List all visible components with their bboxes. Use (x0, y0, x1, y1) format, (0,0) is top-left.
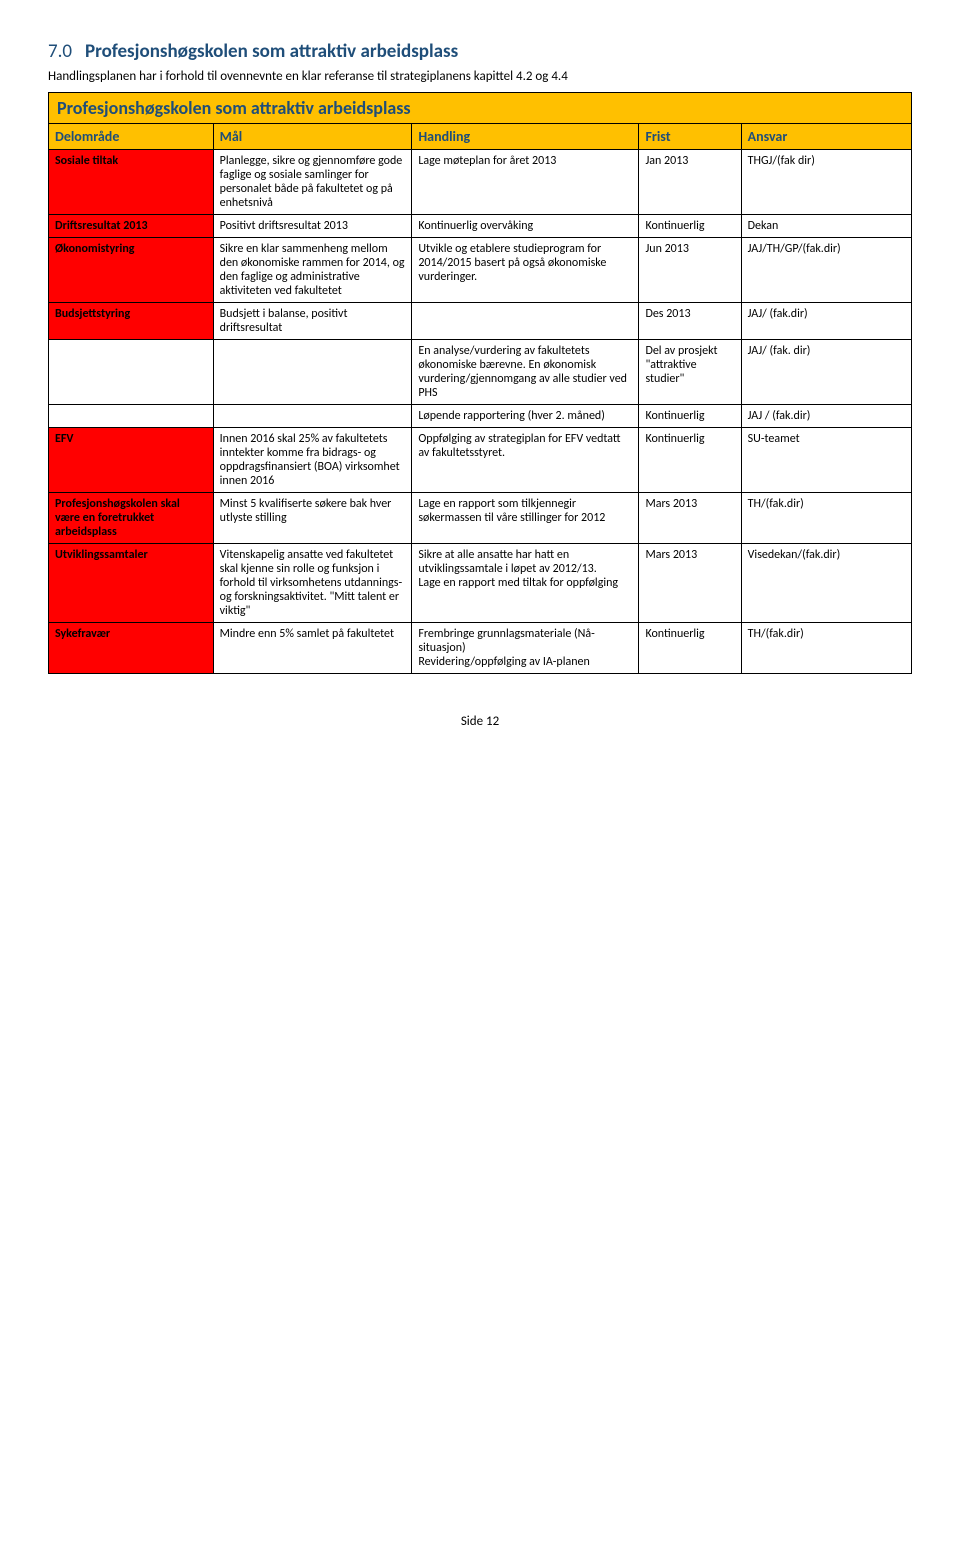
cell-frist: Del av prosjekt "attraktive studier" (639, 340, 741, 405)
table-row: ØkonomistyringSikre en klar sammenheng m… (49, 238, 912, 303)
cell-ansvar: JAJ / (fak.dir) (741, 405, 911, 428)
cell-handling (412, 303, 639, 340)
cell-delomrade: EFV (49, 428, 214, 493)
cell-handling: Frembringe grunnlagsmateriale (Nå-situas… (412, 623, 639, 674)
cell-ansvar: JAJ/ (fak.dir) (741, 303, 911, 340)
cell-ansvar: Visedekan/(fak.dir) (741, 544, 911, 623)
table-row: Profesjonshøgskolen skal være en foretru… (49, 493, 912, 544)
cell-frist: Jun 2013 (639, 238, 741, 303)
cell-delomrade (49, 405, 214, 428)
table-row: Løpende rapportering (hver 2. måned)Kont… (49, 405, 912, 428)
section-number: 7.0 (48, 40, 72, 63)
cell-ansvar: SU-teamet (741, 428, 911, 493)
table-header-row: Delområde Mål Handling Frist Ansvar (49, 124, 912, 150)
cell-frist: Jan 2013 (639, 150, 741, 215)
th-ansvar: Ansvar (741, 124, 911, 150)
cell-ansvar: JAJ/TH/GP/(fak.dir) (741, 238, 911, 303)
cell-mal: Positivt driftsresultat 2013 (213, 215, 412, 238)
cell-ansvar: JAJ/ (fak. dir) (741, 340, 911, 405)
cell-frist: Mars 2013 (639, 493, 741, 544)
table-row: En analyse/vurdering av fakultetets økon… (49, 340, 912, 405)
cell-mal: Planlegge, sikre og gjennomføre gode fag… (213, 150, 412, 215)
table-row: Driftsresultat 2013Positivt driftsresult… (49, 215, 912, 238)
table-row: SykefraværMindre enn 5% samlet på fakult… (49, 623, 912, 674)
table-title: Profesjonshøgskolen som attraktiv arbeid… (48, 92, 912, 123)
cell-handling: Lage en rapport som tilkjennegir søkerma… (412, 493, 639, 544)
cell-frist: Kontinuerlig (639, 215, 741, 238)
cell-delomrade: Profesjonshøgskolen skal være en foretru… (49, 493, 214, 544)
cell-delomrade: Sosiale tiltak (49, 150, 214, 215)
cell-handling: Lage møteplan for året 2013 (412, 150, 639, 215)
cell-mal: Vitenskapelig ansatte ved fakultetet ska… (213, 544, 412, 623)
cell-handling: Løpende rapportering (hver 2. måned) (412, 405, 639, 428)
th-mal: Mål (213, 124, 412, 150)
cell-mal: Mindre enn 5% samlet på fakultetet (213, 623, 412, 674)
cell-mal (213, 405, 412, 428)
cell-delomrade: Driftsresultat 2013 (49, 215, 214, 238)
cell-ansvar: Dekan (741, 215, 911, 238)
cell-mal: Sikre en klar sammenheng mellom den økon… (213, 238, 412, 303)
table-row: BudsjettstyringBudsjett i balanse, posit… (49, 303, 912, 340)
cell-frist: Kontinuerlig (639, 623, 741, 674)
th-frist: Frist (639, 124, 741, 150)
page-footer: Side 12 (48, 714, 912, 729)
cell-mal: Minst 5 kvalifiserte søkere bak hver utl… (213, 493, 412, 544)
cell-delomrade: Budsjettstyring (49, 303, 214, 340)
cell-handling: En analyse/vurdering av fakultetets økon… (412, 340, 639, 405)
cell-delomrade: Økonomistyring (49, 238, 214, 303)
cell-mal (213, 340, 412, 405)
th-handling: Handling (412, 124, 639, 150)
section-title: 7.0 Profesjonshøgskolen som attraktiv ar… (48, 40, 912, 63)
cell-frist: Des 2013 (639, 303, 741, 340)
th-delomrade: Delområde (49, 124, 214, 150)
table-row: Sosiale tiltakPlanlegge, sikre og gjenno… (49, 150, 912, 215)
cell-frist: Kontinuerlig (639, 428, 741, 493)
handlingsplan-table: Delområde Mål Handling Frist Ansvar Sosi… (48, 123, 912, 674)
cell-handling: Utvikle og etablere studieprogram for 20… (412, 238, 639, 303)
cell-frist: Kontinuerlig (639, 405, 741, 428)
cell-delomrade: Utviklingssamtaler (49, 544, 214, 623)
cell-handling: Oppfølging av strategiplan for EFV vedta… (412, 428, 639, 493)
intro-text: Handlingsplanen har i forhold til ovenne… (48, 69, 912, 84)
table-row: EFVInnen 2016 skal 25% av fakultetets in… (49, 428, 912, 493)
cell-ansvar: TH/(fak.dir) (741, 493, 911, 544)
cell-ansvar: THGJ/(fak dir) (741, 150, 911, 215)
cell-delomrade (49, 340, 214, 405)
cell-mal: Budsjett i balanse, positivt driftsresul… (213, 303, 412, 340)
cell-frist: Mars 2013 (639, 544, 741, 623)
cell-mal: Innen 2016 skal 25% av fakultetets innte… (213, 428, 412, 493)
cell-handling: Sikre at alle ansatte har hatt en utvikl… (412, 544, 639, 623)
cell-ansvar: TH/(fak.dir) (741, 623, 911, 674)
cell-delomrade: Sykefravær (49, 623, 214, 674)
table-row: UtviklingssamtalerVitenskapelig ansatte … (49, 544, 912, 623)
cell-handling: Kontinuerlig overvåking (412, 215, 639, 238)
section-heading: Profesjonshøgskolen som attraktiv arbeid… (85, 40, 458, 63)
